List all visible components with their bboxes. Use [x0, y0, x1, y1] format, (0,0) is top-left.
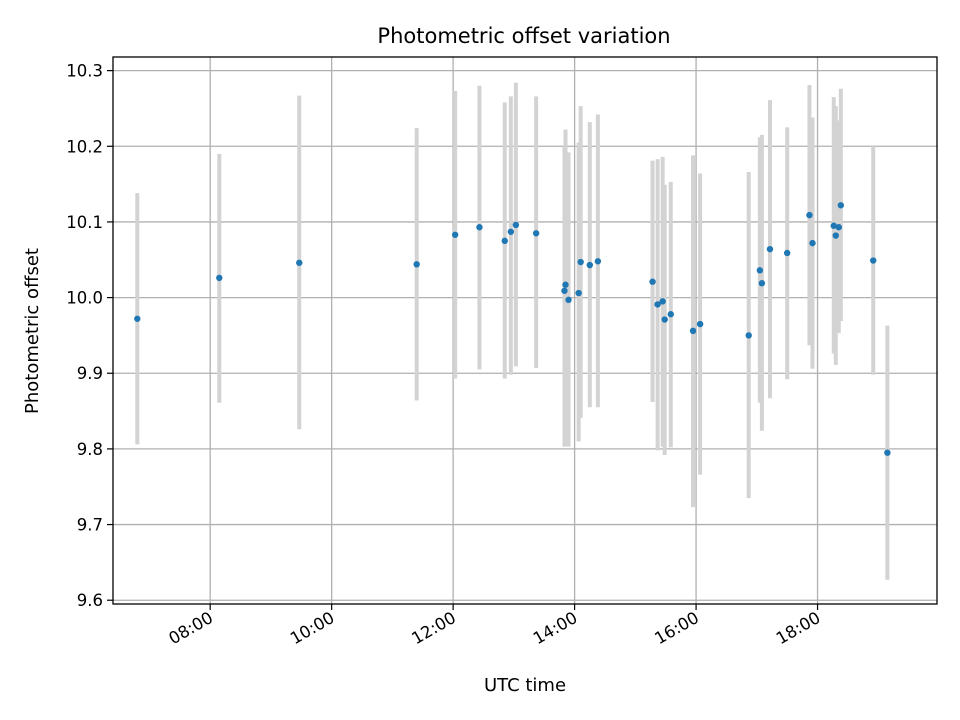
data-point: [134, 315, 141, 322]
data-point: [654, 301, 661, 308]
data-point: [766, 245, 774, 253]
data-point: [689, 327, 697, 335]
y-tick-label: 9.9: [77, 364, 103, 383]
data-point: [756, 267, 764, 274]
data-point: [758, 280, 766, 287]
data-point: [837, 202, 845, 209]
data-point: [562, 281, 569, 288]
y-tick-label: 10.1: [66, 213, 103, 232]
y-tick-label: 10.0: [66, 289, 103, 308]
data-point: [809, 239, 816, 247]
chart-title: Photometric offset variation: [377, 24, 670, 48]
data-point: [586, 261, 593, 269]
x-axis-label: UTC time: [484, 675, 566, 696]
data-point: [532, 230, 540, 237]
data-point: [296, 259, 303, 266]
data-point: [451, 231, 459, 238]
data-point: [565, 296, 572, 304]
data-point: [783, 249, 791, 257]
data-point: [577, 258, 584, 266]
data-point: [507, 228, 515, 235]
plot-frame: [112, 56, 938, 605]
data-point: [216, 274, 223, 282]
y-tick-label: 9.6: [77, 591, 103, 610]
y-tick-label: 10.3: [66, 62, 103, 81]
data-point: [870, 257, 877, 264]
y-axis-label: Photometric offset: [22, 248, 43, 414]
data-point: [667, 311, 674, 318]
y-tick-label: 9.7: [77, 516, 103, 535]
data-point: [413, 261, 420, 268]
data-point: [501, 237, 508, 245]
data-points: [134, 202, 891, 456]
data-point: [661, 316, 668, 323]
data-point: [575, 289, 582, 297]
data-point: [649, 278, 656, 285]
data-point: [745, 332, 752, 339]
data-point: [835, 224, 843, 231]
data-point: [512, 221, 520, 229]
data-point: [659, 298, 666, 305]
data-point: [594, 258, 602, 265]
data-point: [832, 232, 839, 239]
grid: [113, 57, 937, 604]
data-point: [806, 211, 813, 219]
data-point: [476, 224, 483, 231]
data-point: [830, 222, 837, 229]
y-tick-label: 10.2: [66, 137, 103, 156]
data-point: [884, 449, 891, 456]
data-point: [696, 320, 704, 328]
y-axis-ticks: 9.6 9.7 9.8 9.9 10.0 10.1 10.2 10.3: [66, 62, 113, 610]
y-tick-label: 9.8: [77, 440, 103, 459]
data-point: [561, 287, 568, 294]
